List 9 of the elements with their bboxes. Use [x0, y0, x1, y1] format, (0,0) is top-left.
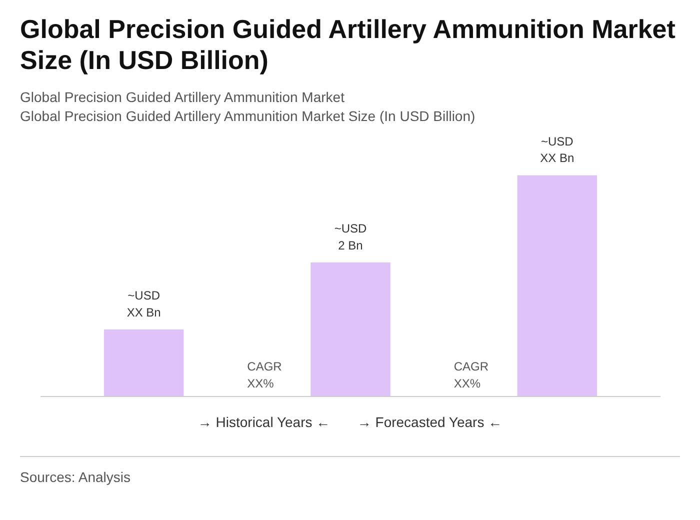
- annotation: CAGR XX%: [454, 360, 489, 390]
- chart-title: Global Precision Guided Artillery Ammunition Market Size (In USD Billion): [20, 14, 676, 76]
- annotation: CAGR XX%: [247, 360, 282, 390]
- data-label: ~USD 2 Bn: [334, 222, 368, 252]
- chart-subtitle: Global Precision Guided Artillery Ammunition Market Global Precision Guided Artillery Ammunition Market Size (In USD Billion): [20, 88, 476, 126]
- data-label: ~USD XX Bn: [126, 288, 161, 320]
- data-label: ~USD XX Bn: [540, 134, 574, 166]
- source-note: Sources: Analysis: [20, 468, 130, 487]
- text: → Historical Years ← → Forecasted Years ←: [198, 414, 502, 430]
